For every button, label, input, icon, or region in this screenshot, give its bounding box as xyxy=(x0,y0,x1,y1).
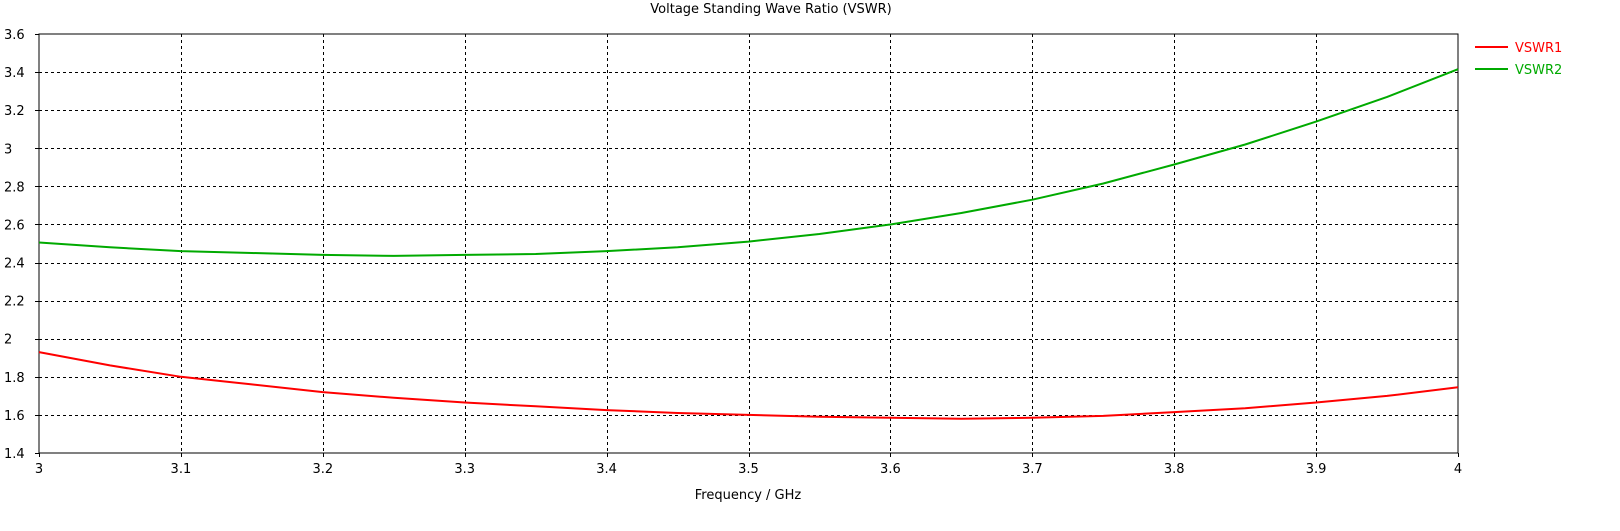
legend-label-vswr1: VSWR1 xyxy=(1515,41,1562,56)
x-axis-label: Frequency / GHz xyxy=(695,488,802,503)
y-tick-label: 2.2 xyxy=(4,295,25,310)
x-tick-label: 3.5 xyxy=(738,462,759,477)
y-tick-label: 2.6 xyxy=(4,218,25,233)
y-tick-label: 3.6 xyxy=(4,28,25,43)
y-tick-label: 1.8 xyxy=(4,371,25,386)
y-tick-label: 1.6 xyxy=(4,409,25,424)
y-tick-label: 1.4 xyxy=(4,447,25,462)
y-tick-label: 2.4 xyxy=(4,257,25,272)
x-tick-label: 4 xyxy=(1454,462,1462,477)
series-line-vswr2 xyxy=(38,68,1459,257)
y-tick-label: 3 xyxy=(4,142,12,157)
legend: VSWR1 VSWR2 xyxy=(1475,41,1562,78)
y-axis-ticks: 1.4 1.6 1.8 2 2.2 2.4 2.6 2.8 3 3.2 3.4 3.6 xyxy=(4,28,39,462)
y-tick-label: 2.8 xyxy=(4,180,25,195)
x-axis-ticks: 3 3.1 3.2 3.3 3.4 3.5 3.6 3.7 3.8 3.9 4 xyxy=(35,453,1462,477)
x-tick-label: 3.9 xyxy=(1306,462,1327,477)
chart-title: Voltage Standing Wave Ratio (VSWR) xyxy=(650,2,891,17)
y-tick-label: 2 xyxy=(4,333,12,348)
x-tick-label: 3.1 xyxy=(171,462,192,477)
x-tick-label: 3.3 xyxy=(454,462,475,477)
series-lines xyxy=(38,68,1459,420)
plot-area-frame xyxy=(38,33,1459,454)
grid xyxy=(39,34,1458,453)
x-tick-label: 3.7 xyxy=(1022,462,1043,477)
x-tick-label: 3 xyxy=(35,462,43,477)
legend-label-vswr2: VSWR2 xyxy=(1515,63,1562,78)
x-tick-label: 3.4 xyxy=(596,462,617,477)
y-tick-label: 3.4 xyxy=(4,66,25,81)
series-line-vswr1 xyxy=(38,351,1459,420)
x-tick-label: 3.2 xyxy=(312,462,333,477)
x-tick-label: 3.6 xyxy=(880,462,901,477)
y-tick-label: 3.2 xyxy=(4,104,25,119)
x-tick-label: 3.8 xyxy=(1164,462,1185,477)
